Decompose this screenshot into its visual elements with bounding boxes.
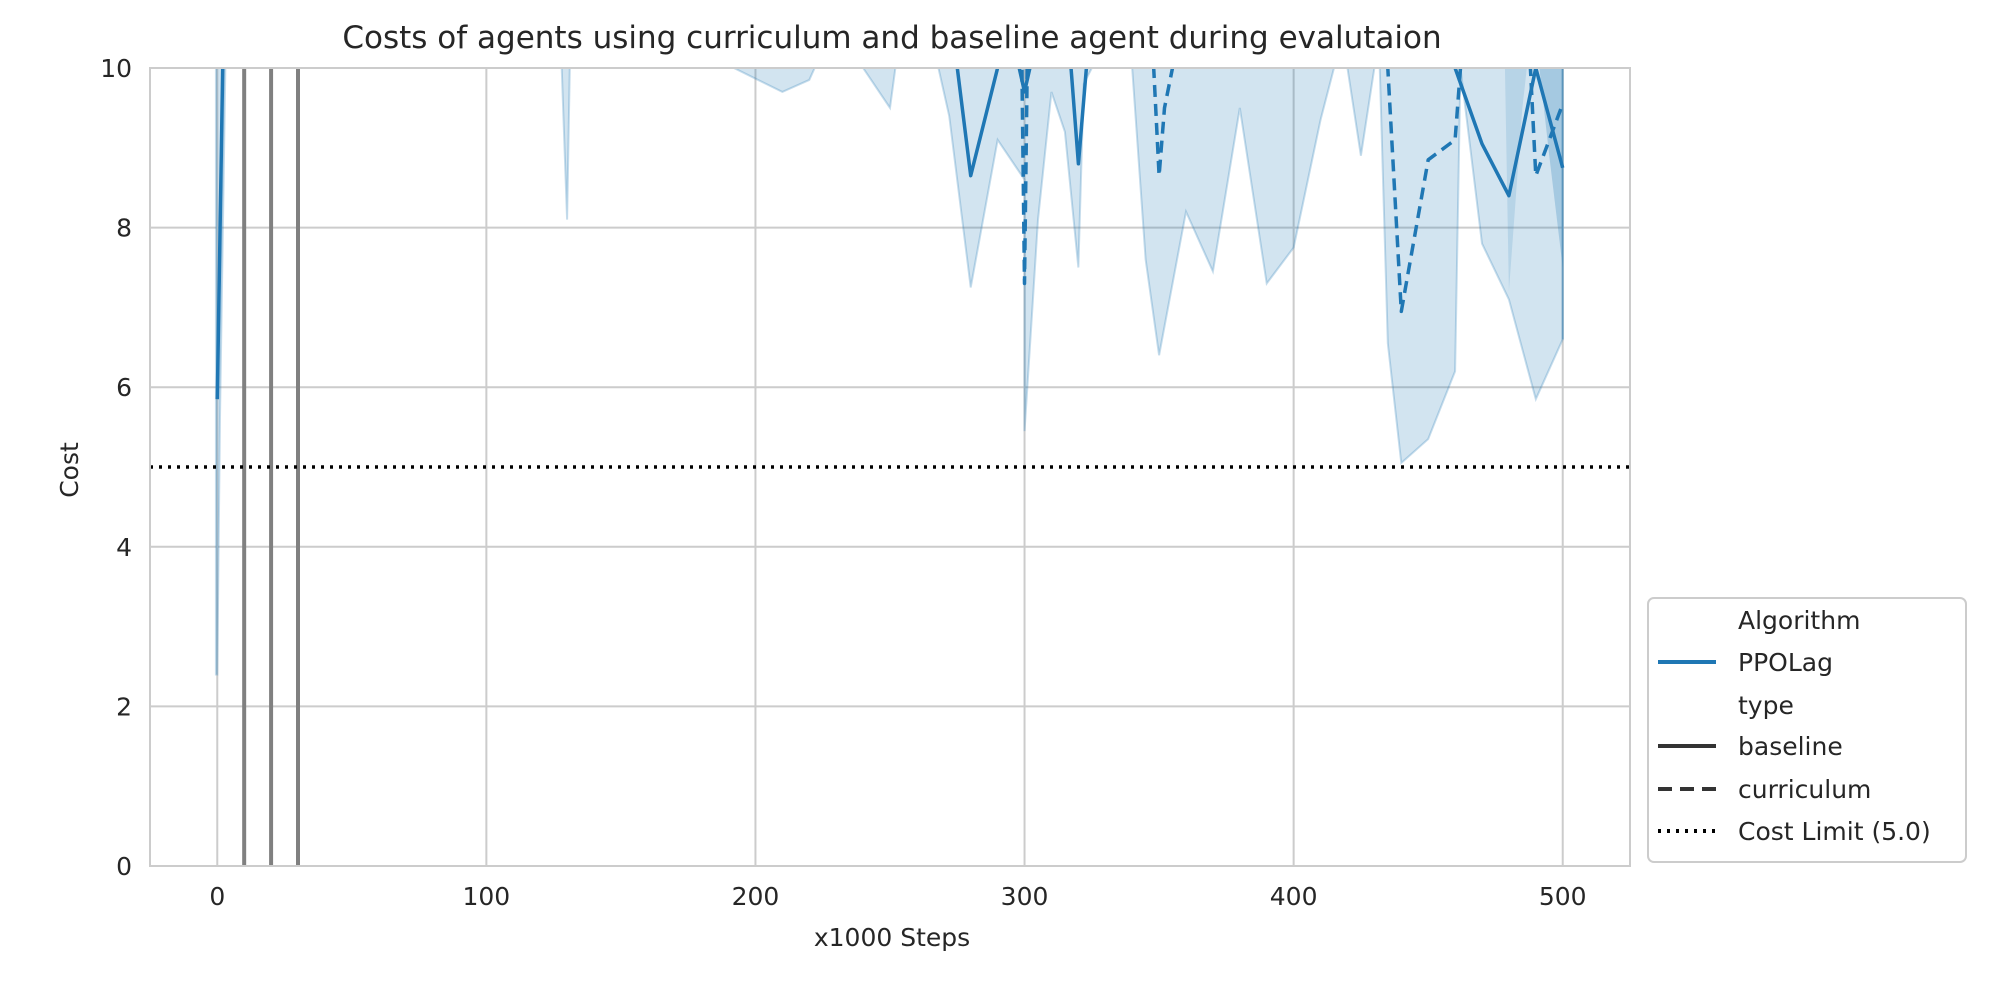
axes xyxy=(149,67,1631,867)
series-layer xyxy=(215,68,1565,400)
x-tick-label: 400 xyxy=(1270,882,1318,911)
legend-box xyxy=(1647,597,1967,863)
confidence-band xyxy=(214,68,227,676)
legend-title-algorithm: Algorithm xyxy=(1738,606,1860,635)
y-tick-label: 10 xyxy=(100,54,132,83)
chart-title: Costs of agents using curriculum and bas… xyxy=(342,20,1441,56)
legend-entry-cost-limit: Cost Limit (5.0) xyxy=(1738,817,1931,846)
confidence-band-overlap xyxy=(1504,68,1527,292)
legend-entry-baseline: baseline xyxy=(1738,732,1843,761)
legend-entry-ppolag: PPOLag xyxy=(1738,648,1833,677)
x-tick-label: 100 xyxy=(463,882,511,911)
plot-frame xyxy=(149,67,1631,867)
y-tick-label: 6 xyxy=(116,373,132,402)
confidence-band xyxy=(560,68,1564,466)
y-axis-label: Cost xyxy=(55,442,84,498)
vertical-markers xyxy=(242,68,1564,866)
x-tick-label: 500 xyxy=(1539,882,1587,911)
legend: Algorithm PPOLag type baseline curriculu… xyxy=(1647,597,1967,863)
x-tick-label: 0 xyxy=(209,882,225,911)
tick-labels: 0 100 200 300 400 500 0 2 4 6 8 10 xyxy=(100,54,1586,911)
x-tick-label: 300 xyxy=(1001,882,1049,911)
y-tick-label: 4 xyxy=(116,533,132,562)
y-tick-label: 8 xyxy=(116,214,132,243)
legend-entry-curriculum: curriculum xyxy=(1738,775,1871,804)
x-tick-label: 200 xyxy=(732,882,780,911)
series-line-baseline xyxy=(215,68,1565,400)
legend-title-type: type xyxy=(1738,691,1794,720)
x-axis-label: x1000 Steps xyxy=(814,923,970,952)
y-tick-label: 2 xyxy=(116,692,132,721)
confidence-band-layer xyxy=(214,68,1564,676)
y-tick-label: 0 xyxy=(116,852,132,881)
